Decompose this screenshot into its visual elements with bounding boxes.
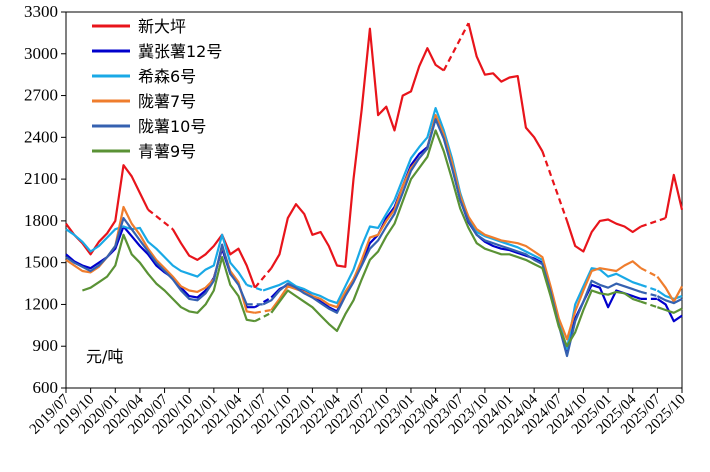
y-tick-label: 1800: [24, 211, 58, 230]
series-gap-dash: [640, 290, 658, 298]
series-6: [82, 129, 683, 348]
legend-label: 青薯9号: [138, 142, 196, 161]
y-tick-label: 3300: [24, 2, 58, 21]
unit-label: 元/吨: [86, 347, 123, 366]
series-gap-dash: [640, 300, 658, 309]
series-1: [65, 22, 684, 289]
legend-item: 希森6号: [92, 67, 196, 86]
legend-item: 陇薯10号: [92, 117, 206, 136]
legend-item: 陇薯7号: [92, 92, 196, 111]
series-gap-dash: [442, 22, 470, 72]
y-tick-label: 2100: [24, 169, 58, 188]
series-gap-dash: [254, 311, 272, 323]
series-line: [65, 22, 684, 289]
y-tick-label: 3000: [24, 44, 58, 63]
series-lines: [65, 22, 684, 358]
series-gap-dash: [147, 208, 174, 231]
y-tick-label: 1200: [24, 294, 58, 313]
y-tick-label: 600: [33, 378, 59, 397]
legend-label: 陇薯7号: [138, 92, 196, 111]
legend-label: 冀张薯12号: [138, 42, 222, 61]
legend-item: 青薯9号: [92, 142, 196, 161]
series-gap-dash: [640, 267, 658, 278]
legend-label: 希森6号: [138, 67, 196, 86]
series-gap-dash: [254, 267, 273, 289]
y-tick-label: 2400: [24, 127, 58, 146]
series-5: [65, 118, 683, 358]
series-gap-dash: [246, 283, 264, 292]
legend-item: 新大坪: [92, 17, 186, 36]
y-tick-label: 2700: [24, 86, 58, 105]
series-gap-dash: [640, 217, 666, 228]
series-line: [65, 118, 683, 358]
y-tick-label: 1500: [24, 253, 58, 272]
series-gap-dash: [640, 283, 658, 292]
series-gap-dash: [254, 308, 272, 314]
series-line: [65, 107, 683, 351]
y-tick-label: 900: [33, 336, 59, 355]
legend-label: 新大坪: [138, 17, 186, 36]
series-3: [65, 107, 683, 351]
plot-frame: [65, 11, 683, 389]
legend-label: 陇薯10号: [138, 117, 206, 136]
series-gap-dash: [254, 296, 272, 309]
series-line: [82, 129, 683, 348]
series-gap-dash: [541, 150, 569, 222]
legend-item: 冀张薯12号: [92, 42, 222, 61]
